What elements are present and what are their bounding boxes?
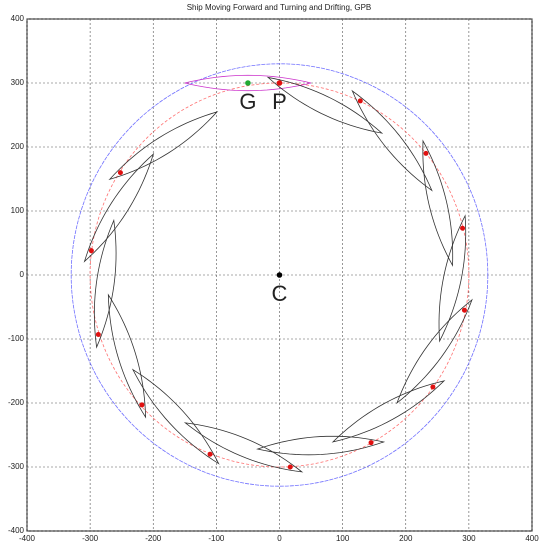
path-circle	[70, 63, 489, 487]
y-tick-label: 300	[11, 78, 25, 87]
x-tick-label: -200	[145, 534, 162, 543]
pivot-point	[368, 440, 374, 446]
ship-outline	[183, 422, 304, 473]
pivot-point	[357, 98, 363, 104]
ship-outline	[351, 89, 433, 192]
pivot-point	[207, 451, 213, 457]
ship-outline	[256, 435, 386, 456]
pivot-point	[88, 248, 94, 254]
ship-outline	[331, 380, 446, 443]
pivot-point	[430, 384, 436, 390]
y-tick-label: 0	[20, 270, 25, 279]
pivot-point	[117, 170, 123, 176]
y-tick-label: -400	[8, 526, 25, 535]
x-tick-label: -400	[19, 534, 36, 543]
x-tick-label: 100	[336, 534, 350, 543]
x-tick-label: 0	[277, 534, 282, 543]
y-tick-label: 200	[11, 142, 25, 151]
x-tick-label: 400	[525, 534, 539, 543]
annotation-label: C	[272, 281, 288, 306]
annotation-point	[245, 80, 251, 86]
y-tick-label: 100	[11, 206, 25, 215]
pivot-point	[139, 402, 145, 408]
annotation-label: P	[272, 89, 287, 114]
y-tick-label: -200	[8, 398, 25, 407]
ship-outline	[266, 76, 384, 134]
pivot-point	[461, 307, 467, 313]
ship-outline	[396, 298, 473, 405]
pivot-point	[460, 225, 466, 231]
ship-outline	[131, 368, 220, 465]
ship-outline	[93, 218, 117, 349]
pivot-point	[423, 150, 429, 156]
pivot-point	[95, 332, 101, 338]
ship-outline	[184, 74, 312, 92]
pivot-point	[287, 464, 293, 470]
ship-outline	[438, 214, 467, 343]
ship-outline	[107, 293, 147, 419]
ship-outline	[83, 152, 155, 263]
y-tick-label: -300	[8, 462, 25, 471]
y-tick-label: 400	[11, 14, 25, 23]
x-tick-label: 300	[462, 534, 476, 543]
ship-outline	[422, 139, 454, 267]
y-tick-label: -100	[8, 334, 25, 343]
x-tick-label: -100	[208, 534, 225, 543]
annotation-point	[276, 80, 283, 86]
x-tick-label: 200	[399, 534, 413, 543]
annotation-point	[276, 272, 283, 278]
annotation-label: G	[239, 89, 256, 114]
chart-title: Ship Moving Forward and Turning and Drif…	[187, 3, 372, 12]
ship-outline	[108, 111, 219, 181]
path-circle	[89, 82, 470, 468]
x-tick-label: -300	[82, 534, 99, 543]
